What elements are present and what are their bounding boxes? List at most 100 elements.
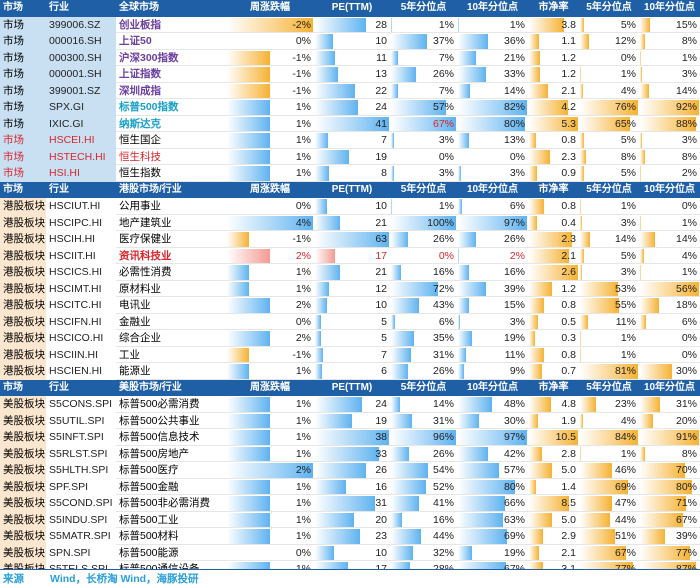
table-row: 市场 SPX.GI 标普500指数 1% 24 57% 82% 4.2 76% 92%: [0, 99, 700, 116]
code-cell: HSCICS.HI: [46, 264, 116, 281]
pb-value: 2.1: [561, 249, 576, 262]
pb-value: 2.1: [561, 546, 576, 559]
market-cell: 港股板块: [0, 363, 46, 380]
pe-ttm-bar: [315, 67, 339, 82]
pe-10y-pct-bar: [458, 314, 461, 329]
pe-ttm-bar: [315, 298, 327, 313]
pb-value: 4.8: [561, 398, 576, 410]
pe-10y-pct-value: 82%: [503, 101, 525, 113]
pe-10y-pct-value: 2%: [509, 249, 525, 262]
weekly-change-bar: [227, 67, 270, 82]
weekly-change-value: 0%: [295, 200, 311, 212]
market-cell: 港股板块: [0, 247, 46, 264]
pb-10y-pct-value: 1%: [681, 51, 697, 64]
pb-5y-pct-value: 1%: [620, 200, 636, 212]
pe-ttm-bar: [315, 347, 324, 362]
weekly-change-value: 2%: [295, 249, 311, 262]
name-cell: 纳斯达克: [119, 117, 161, 130]
name-cell: 恒生国企: [119, 134, 161, 146]
market-cell: 市场: [0, 16, 46, 33]
header-cell: 5年分位点: [400, 381, 447, 393]
table-row: 港股板块 HSCITC.HI 电讯业 2% 10 43% 15% 0.8 55% 18%: [0, 297, 700, 314]
pb-5y-pct-value: 23%: [614, 398, 636, 410]
weekly-change-value: 0%: [295, 546, 311, 559]
pb-10y-pct-value: 92%: [675, 101, 697, 113]
pe-10y-pct-value: 36%: [503, 35, 525, 47]
pb-5y-pct-value: 14%: [614, 233, 636, 245]
pb-value: 0.8: [561, 134, 576, 146]
pb-value: 1.2: [561, 282, 576, 295]
pe-ttm-value: 7: [381, 348, 387, 361]
pb-10y-pct-value: 1%: [681, 216, 697, 229]
pb-10y-pct-bar: [640, 430, 699, 445]
header-cell: 10年分位点: [643, 2, 696, 13]
pe-ttm-value: 13: [375, 68, 387, 80]
table-row: 美股板块 S5RLST.SPI 标普500房地产 1% 33 26% 42% 2.8 1% 8%: [0, 445, 700, 462]
market-cell: 美股板块: [0, 462, 46, 479]
market-cell: 美股板块: [0, 396, 46, 413]
pb-bar: [529, 248, 569, 263]
pe-5y-pct-bar: [391, 67, 417, 82]
pe-5y-pct-value: 57%: [432, 101, 454, 113]
pe-ttm-bar: [315, 199, 327, 214]
pe-5y-pct-value: 31%: [432, 348, 454, 361]
pe-5y-pct-value: 6%: [438, 315, 454, 328]
market-cell: 美股板块: [0, 511, 46, 528]
pb-10y-pct-bar: [640, 67, 642, 82]
weekly-change-bar: [227, 529, 270, 544]
pe-ttm-value: 23: [375, 530, 387, 542]
pe-5y-pct-value: 96%: [432, 431, 454, 443]
pb-5y-pct-bar: [580, 298, 620, 313]
weekly-change-bar: [227, 232, 249, 247]
pb-10y-pct-value: 8%: [681, 447, 697, 460]
pb-10y-pct-bar: [640, 298, 659, 313]
pb-bar: [529, 100, 568, 115]
code-cell: HSCIH.HI: [46, 231, 116, 248]
name-cell: 标普500指数: [119, 101, 179, 113]
pb-value: 0.8: [561, 299, 576, 311]
pb-10y-pct-value: 71%: [675, 497, 697, 509]
pb-bar: [529, 446, 543, 461]
pe-10y-pct-value: 97%: [503, 431, 525, 443]
pb-value: 0.8: [561, 200, 576, 212]
weekly-change-value: 1%: [295, 513, 311, 526]
pe-10y-pct-value: 3%: [509, 315, 525, 328]
pe-ttm-value: 16: [375, 480, 387, 493]
pb-5y-pct-value: 1%: [620, 447, 636, 460]
pe-10y-pct-bar: [458, 479, 515, 494]
pb-10y-pct-value: 91%: [675, 431, 697, 443]
pb-bar: [529, 529, 543, 544]
pe-10y-pct-value: 42%: [503, 447, 525, 460]
pb-value: 1.2: [561, 51, 576, 64]
pe-5y-pct-value: 52%: [432, 480, 454, 493]
pb-bar: [529, 166, 538, 181]
weekly-change-bar: [227, 149, 270, 164]
name-cell: 金融业: [119, 315, 151, 328]
code-cell: SPF.SPI: [46, 478, 116, 495]
pb-bar: [529, 314, 539, 329]
market-cell: 港股板块: [0, 280, 46, 297]
pb-10y-pct-bar: [640, 364, 672, 379]
pe-5y-pct-value: 0%: [438, 249, 454, 262]
pb-bar: [529, 215, 537, 230]
pe-ttm-bar: [315, 166, 330, 181]
pe-5y-pct-bar: [391, 314, 395, 329]
code-cell: SPN.SPI: [46, 544, 116, 561]
header-cell: 市场: [3, 2, 23, 13]
weekly-change-bar: [227, 215, 313, 230]
pb-value: 0.8: [561, 348, 576, 361]
pe-5y-pct-value: 7%: [438, 51, 454, 64]
pb-5y-pct-value: 81%: [614, 365, 636, 377]
weekly-change-bar: [227, 446, 270, 461]
pe-ttm-bar: [315, 281, 330, 296]
pb-5y-pct-value: 8%: [620, 150, 636, 163]
market-cell: 市场: [0, 148, 46, 165]
weekly-change-value: 1%: [295, 497, 311, 509]
table-row: 美股板块 S5COND.SPI 标普500非必需消费 1% 31 41% 66% 8.5 47%…: [0, 495, 700, 512]
pe-ttm-value: 19: [375, 414, 387, 427]
pb-bar: [529, 298, 545, 313]
pb-5y-pct-bar: [580, 331, 581, 346]
pe-5y-pct-value: 1%: [438, 200, 454, 212]
pb-10y-pct-value: 56%: [675, 282, 697, 295]
header-cell: 周涨跌幅: [250, 381, 290, 393]
